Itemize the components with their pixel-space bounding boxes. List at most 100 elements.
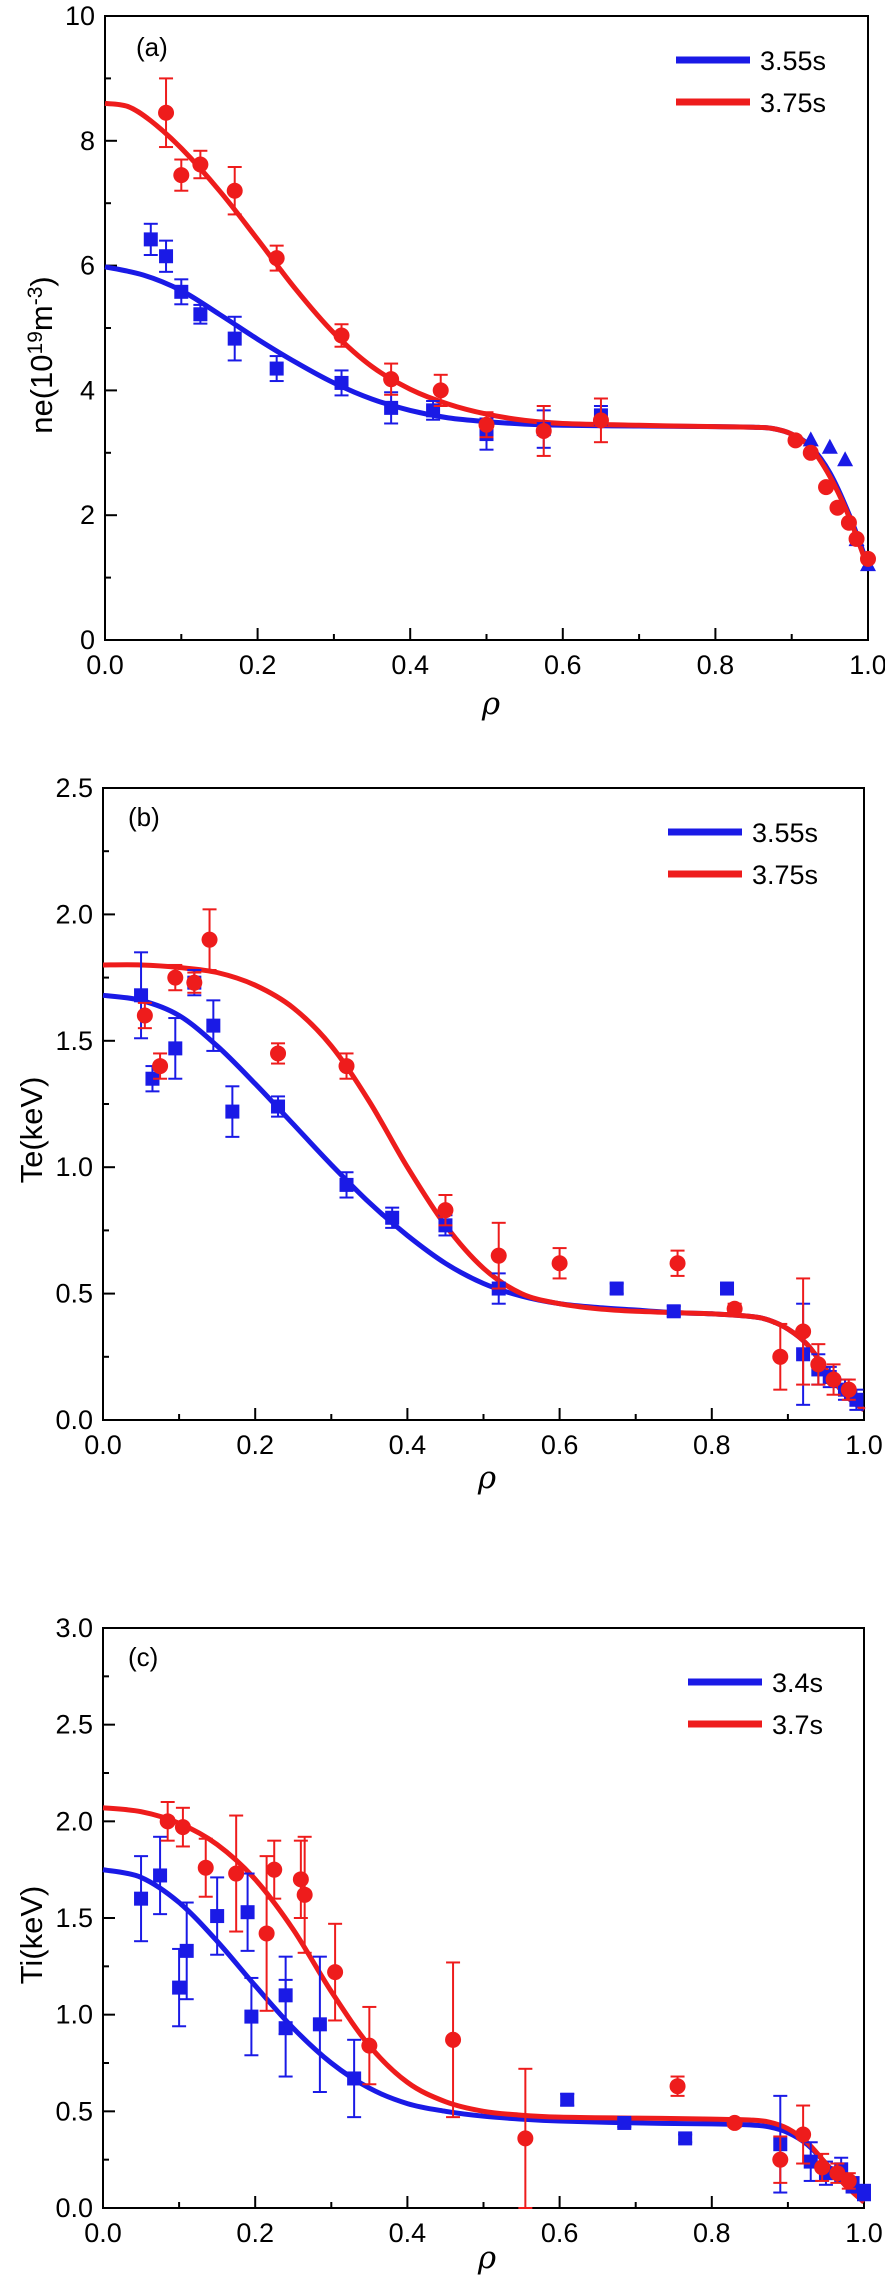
panel-a-ytick-label: 8 (80, 126, 95, 156)
panel-a-ytick-label: 0 (80, 625, 95, 655)
panel-a-ytick-label: 2 (80, 500, 95, 530)
panel-c-ytick-label: 2.5 (55, 1710, 93, 1740)
panel-a-point-circle (268, 250, 285, 267)
panel-c-point-circle (445, 2031, 462, 2048)
panel-a-point-circle (592, 412, 609, 429)
panel-c-ytick-label: 2.0 (55, 1806, 93, 1836)
panel-a-ylabel: ne(1019m-3) (24, 276, 59, 434)
panel-c-ylabel: Ti(keV) (14, 1886, 49, 1985)
panel-b-ytick-label: 2.5 (55, 773, 93, 803)
panel-b-point-circle (186, 974, 203, 991)
panel-c-point-circle (772, 2151, 789, 2168)
panel-a-point-triangle (821, 438, 838, 454)
panel-a-xtick-label: 0.0 (86, 650, 124, 680)
panel-a-point-triangle (802, 431, 819, 447)
panel-a-label: (a) (136, 32, 168, 62)
panel-b-point-circle (726, 1300, 743, 1317)
panel-a-point-square (174, 284, 189, 299)
panel-b-label: (b) (128, 802, 160, 832)
panel-c-point-circle (228, 1865, 245, 1882)
panel-b-point-square (145, 1071, 160, 1086)
panel-c-point-square (678, 2131, 693, 2146)
panel-c-point-square (172, 1980, 187, 1995)
panel-a-ylabel-mid: m (24, 305, 59, 331)
panel-b-ytick-label: 0.5 (55, 1279, 93, 1309)
legend-b-label-red: 3.75s (752, 860, 818, 890)
panel-c-point-square (278, 1988, 293, 2003)
panel-b-point-square (609, 1281, 624, 1296)
panel-a-point-circle (840, 514, 857, 531)
panel-c-point-circle (669, 2078, 686, 2095)
panel-a-point-circle (383, 371, 400, 388)
panel-c-ytick-label: 0.0 (55, 2193, 93, 2223)
panel-b-point-circle (840, 1381, 857, 1398)
panel-c-point-circle (292, 1871, 309, 1888)
panel-a-xtick-label: 1.0 (849, 650, 885, 680)
panel-c-xtick-label: 1.0 (845, 2218, 883, 2248)
panel-c-xtick-label: 0.2 (236, 2218, 274, 2248)
panel-b-xtick-label: 0.6 (541, 1430, 579, 1460)
panel-b-point-circle (825, 1371, 842, 1388)
panel-c-xtick-label: 0.6 (541, 2218, 579, 2248)
panel-b-ytick-label: 0.0 (55, 1405, 93, 1435)
panel-a-point-circle (848, 530, 865, 547)
panel-a-point-circle (818, 479, 835, 496)
panel-b-point-circle (201, 931, 218, 948)
panel-b-point-circle (152, 1058, 169, 1075)
panel-b: (b) ρ Te(keV) 3.55s 3.75s 0.0 0.2 0.4 0.6 0.… (14, 773, 883, 1496)
panel-b-ylabel: Te(keV) (14, 1077, 49, 1184)
panel-a-xtick-label: 0.4 (391, 650, 429, 680)
panel-c-point-circle (517, 2130, 534, 2147)
panel-a-point-circle (535, 422, 552, 439)
panel-a-xtick-label: 0.8 (697, 650, 735, 680)
panel-b-point-square (720, 1281, 735, 1296)
panel-c-point-circle (266, 1861, 283, 1878)
legend-a-label-red: 3.75s (760, 88, 826, 118)
legend-a-label-blue: 3.55s (760, 46, 826, 76)
panel-b-ytick-label: 1.5 (55, 1026, 93, 1056)
panel-b-xtick-label: 1.0 (845, 1430, 883, 1460)
panel-b-point-circle (669, 1255, 686, 1272)
panel-c-point-square (210, 1909, 225, 1924)
panel-c-ytick-label: 1.0 (55, 2000, 93, 2030)
panel-a-point-square (227, 331, 242, 346)
panel-c: (c) ρ Ti(keV) 3.4s 3.7s 0.0 0.2 0.4 0.6 0.8 1… (14, 1613, 883, 2275)
panel-c-point-circle (795, 2126, 812, 2143)
panel-a-xtick-label: 0.2 (239, 650, 277, 680)
panel-b-point-circle (551, 1255, 568, 1272)
panel-c-point-square (179, 1943, 194, 1958)
panel-c-point-circle (814, 2159, 831, 2176)
panel-c-xtick-label: 0.8 (693, 2218, 731, 2248)
panel-b-xtick-label: 0.2 (236, 1430, 274, 1460)
panel-a-ylabel-main: ne(10 (24, 354, 59, 433)
panel-c-ytick-label: 1.5 (55, 1903, 93, 1933)
panel-b-xlabel: ρ (477, 1460, 496, 1496)
panel-b-fit-red (102, 962, 866, 1412)
panel-a-point-circle (860, 550, 876, 567)
panel-b-point-circle (338, 1058, 355, 1075)
panel-a-xtick-label: 0.6 (544, 650, 582, 680)
panel-b-point-square (168, 1041, 183, 1056)
legend-b-label-blue: 3.55s (752, 818, 818, 848)
panel-a-point-circle (829, 499, 846, 516)
panel-c-point-circle (829, 2165, 846, 2182)
panel-c-ytick-label: 3.0 (55, 1613, 93, 1643)
panel-c-label: (c) (128, 1642, 158, 1672)
panel-c-point-square (240, 1905, 255, 1920)
panel-a-ytick-label: 10 (65, 1, 95, 31)
panel-a-point-square (334, 375, 349, 390)
panel-a-point-circle (226, 182, 243, 199)
panel-c-point-square (347, 2071, 362, 2086)
panel-a-ytick-label: 4 (80, 375, 95, 405)
panel-b-point-square (206, 1018, 221, 1033)
panel-a-ylabel-end: ) (24, 276, 59, 286)
panel-c-point-circle (197, 1859, 214, 1876)
panel-a-point-circle (173, 167, 190, 184)
panel-b-ytick-label: 1.0 (55, 1152, 93, 1182)
panel-a-point-circle (478, 416, 495, 433)
panel-b-point-square (271, 1099, 286, 1114)
panel-b-point-square (134, 988, 149, 1003)
panel-a-xlabel: ρ (481, 686, 500, 722)
panel-b-xtick-label: 0.0 (84, 1430, 122, 1460)
